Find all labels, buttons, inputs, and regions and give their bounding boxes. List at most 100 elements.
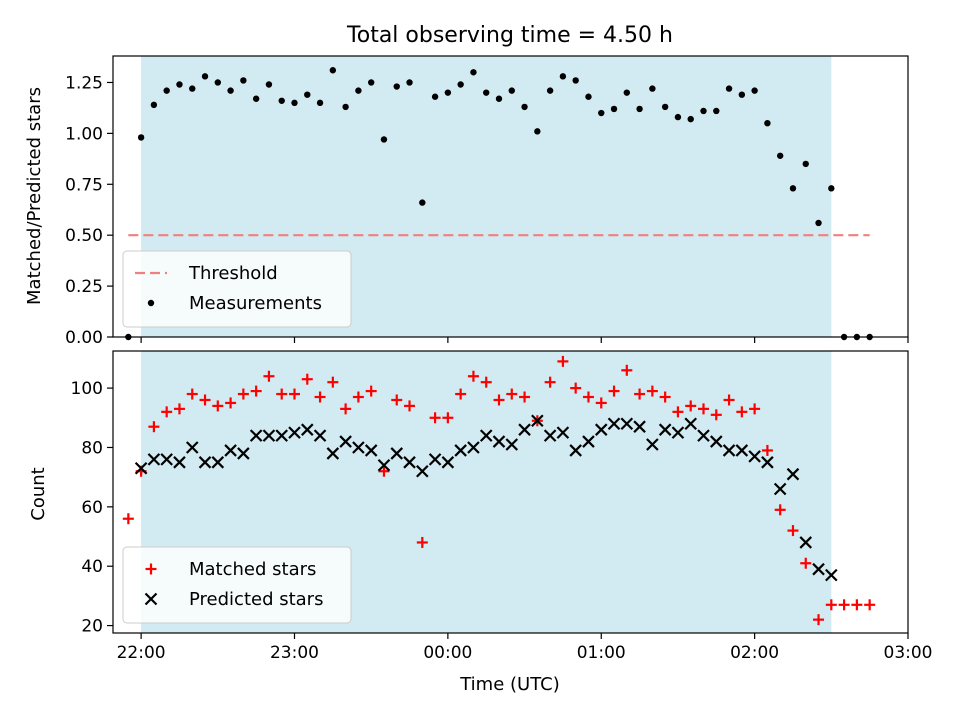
predicted-star-point <box>773 482 787 496</box>
predicted-star-mark-b <box>237 447 250 460</box>
matched-star-point <box>340 403 352 415</box>
predicted-star-point <box>339 435 352 448</box>
predicted-star-point <box>173 456 186 469</box>
y-tick-label: 0.00 <box>65 328 103 348</box>
measurement-point <box>329 67 337 74</box>
measurement-point <box>137 134 145 141</box>
predicted-star-point <box>416 464 429 478</box>
predicted-star-point <box>505 438 519 451</box>
y-tick-label: 100 <box>71 379 103 399</box>
predicted-star-point <box>646 438 659 451</box>
predicted-star-mark-b <box>147 453 161 466</box>
measurement-point <box>572 77 579 84</box>
predicted-star-point <box>288 426 301 439</box>
predicted-star-point <box>326 447 340 460</box>
measurement-point <box>265 81 273 88</box>
matched-star-point <box>710 409 722 421</box>
matched-star-point <box>697 403 709 415</box>
measurement-point <box>649 85 656 92</box>
predicted-star-mark-b <box>735 444 749 457</box>
measurement-point <box>751 87 758 94</box>
measurement-point <box>291 99 298 107</box>
predicted-star-mark-b <box>671 426 685 439</box>
x-tick-label: 03:00 <box>884 643 933 663</box>
predicted-star-point <box>454 444 467 457</box>
measurement-point <box>252 95 260 102</box>
predicted-star-point <box>275 429 288 442</box>
measurement-point <box>764 119 771 127</box>
predicted-star-point <box>569 444 582 457</box>
predicted-star-point <box>134 461 148 475</box>
predicted-star-mark-b <box>403 456 416 469</box>
measurement-point <box>419 199 426 206</box>
x-axis-label: Time (UTC) <box>459 674 560 695</box>
matched-star-point <box>467 370 479 382</box>
predicted-star-mark-b <box>505 438 519 451</box>
measurement-point <box>304 91 311 98</box>
predicted-star-point <box>377 459 391 472</box>
predicted-star-mark-b <box>710 435 723 448</box>
axes-frame <box>112 55 909 338</box>
predicted-star-mark-b <box>722 444 736 457</box>
matched-star-point <box>429 412 441 424</box>
predicted-star-mark-b <box>352 441 365 454</box>
predicted-star-point <box>313 429 327 442</box>
matched-star-point <box>416 536 428 548</box>
matched-star-point <box>838 599 850 611</box>
predicted-star-point <box>531 414 544 428</box>
measurement-point <box>828 185 835 192</box>
legend-box <box>122 250 352 328</box>
predicted-star-mark-b <box>786 467 800 481</box>
predicted-star-point <box>594 423 608 436</box>
matched-star-point <box>634 388 646 400</box>
predicted-star-mark-b <box>569 444 582 457</box>
predicted-star-point <box>710 435 723 448</box>
predicted-star-mark-b <box>185 441 199 454</box>
legend-label: Threshold <box>188 263 278 284</box>
predicted-star-point <box>467 441 480 454</box>
measurement-point <box>214 79 222 86</box>
predicted-star-point <box>147 453 161 466</box>
matched-star-point <box>685 400 697 412</box>
predicted-star-point <box>799 536 813 549</box>
predicted-star-point <box>518 423 531 436</box>
matched-star-point <box>621 364 633 376</box>
y-tick-label: 1.25 <box>65 73 103 93</box>
y-tick-label: 80 <box>81 438 103 458</box>
measurement-point <box>227 87 234 94</box>
matched-star-point <box>825 599 837 611</box>
measurement-point <box>534 128 541 135</box>
matched-star-point <box>480 376 492 388</box>
matched-star-point <box>276 388 288 400</box>
predicted-star-mark-b <box>134 461 148 475</box>
axes-frame <box>112 350 909 634</box>
predicted-star-mark-b <box>454 444 467 457</box>
measurement-point <box>483 89 490 96</box>
predicted-star-point <box>390 447 404 460</box>
predicted-star-mark-b <box>339 435 352 448</box>
y-tick-label: 0.75 <box>65 175 103 195</box>
matched-star-point <box>595 397 607 409</box>
predicted-star-point <box>620 417 634 431</box>
predicted-star-point <box>582 435 595 448</box>
matched-star-point <box>173 403 185 415</box>
predicted-star-point <box>697 429 710 442</box>
predicted-star-point <box>543 429 557 442</box>
chart-title: Total observing time = 4.50 h <box>346 23 673 48</box>
measurement-point <box>470 69 477 76</box>
matched-star-point <box>301 373 313 385</box>
measurement-point <box>738 91 746 98</box>
predicted-star-mark-b <box>799 536 813 549</box>
y-tick-label: 40 <box>81 557 103 577</box>
measurement-point <box>150 101 158 109</box>
measurement-point <box>201 73 209 80</box>
measurement-point <box>189 85 196 92</box>
predicted-star-point <box>633 420 646 433</box>
measurement-point <box>444 89 452 96</box>
matched-star-point <box>161 406 173 418</box>
matched-star-point <box>122 513 134 525</box>
measurement-point <box>598 109 605 117</box>
predicted-star-mark-b <box>607 417 621 431</box>
matched-star-point <box>352 391 364 403</box>
matched-star-point <box>519 391 531 403</box>
